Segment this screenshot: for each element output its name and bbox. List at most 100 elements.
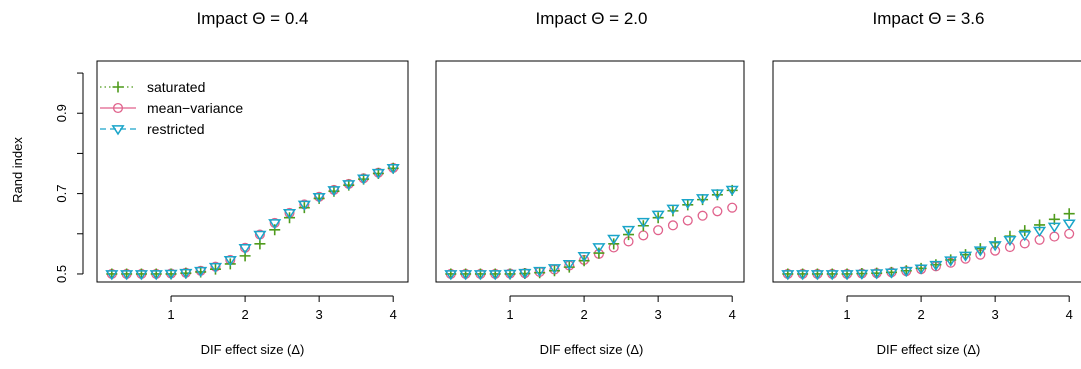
point-restricted (870, 269, 884, 280)
legend-marker (112, 102, 124, 114)
point-restricted (342, 180, 356, 191)
point-restricted (473, 270, 488, 281)
point-restricted (120, 270, 134, 281)
point-restricted (356, 174, 371, 185)
point-restricted (459, 270, 473, 281)
point-restricted (547, 264, 562, 275)
point-restricted (1047, 222, 1061, 233)
y-tick-label: 0.7 (54, 185, 69, 203)
point-restricted (533, 266, 547, 278)
x-tick-label: 4 (390, 307, 397, 322)
y-tick-label: 0.9 (54, 104, 69, 122)
point-restricted (1062, 219, 1076, 230)
point-mean-variance (667, 220, 679, 231)
y-axis-label: Rand index (10, 137, 25, 203)
x-tick-label: 3 (655, 307, 662, 322)
point-mean-variance (1004, 241, 1016, 253)
point-restricted (592, 243, 606, 254)
point-mean-variance (727, 202, 738, 213)
point-restricted (666, 204, 680, 215)
point-restricted (607, 234, 621, 245)
panel-title: Impact Θ = 0.4 (197, 9, 309, 28)
point-restricted (840, 270, 854, 281)
point-restricted (327, 186, 341, 197)
point-restricted (825, 270, 839, 281)
point-restricted (518, 268, 532, 280)
x-tick-label: 2 (917, 307, 924, 322)
point-saturated (1034, 219, 1046, 231)
point-restricted (149, 270, 163, 281)
x-tick-label: 2 (241, 307, 248, 322)
point-restricted (855, 269, 869, 280)
point-restricted (179, 268, 193, 280)
point-restricted (944, 256, 958, 267)
point-restricted (503, 269, 517, 280)
point-restricted (929, 260, 943, 272)
x-tick-label: 4 (1066, 307, 1073, 322)
point-restricted (973, 246, 987, 257)
x-tick-label: 1 (506, 307, 513, 322)
x-axis-label: DIF effect size (Δ) (877, 342, 981, 357)
point-restricted (988, 241, 1002, 252)
point-saturated (1063, 208, 1075, 220)
point-saturated (269, 224, 281, 236)
point-restricted (781, 270, 795, 281)
panel-title: Impact Θ = 2.0 (536, 9, 648, 28)
x-tick-label: 1 (843, 307, 850, 322)
point-saturated (563, 261, 575, 273)
x-tick-label: 4 (729, 307, 736, 322)
point-restricted (899, 266, 913, 278)
point-restricted (371, 168, 385, 180)
point-saturated (1019, 225, 1031, 237)
plot-frame (435, 60, 745, 283)
point-restricted (488, 270, 502, 281)
point-restricted (884, 268, 899, 279)
point-restricted (1018, 231, 1032, 242)
point-restricted (444, 270, 458, 281)
series-markers (444, 184, 739, 281)
point-restricted (562, 260, 576, 271)
plot-frame (772, 60, 1081, 283)
panel-title: Impact Θ = 3.6 (873, 9, 985, 28)
legend-marker (111, 125, 125, 136)
legend-label: restricted (147, 121, 205, 137)
point-restricted (695, 194, 710, 205)
x-tick-label: 3 (992, 307, 999, 322)
point-restricted (208, 262, 223, 274)
point-mean-variance (1049, 231, 1060, 242)
point-mean-variance (638, 230, 649, 241)
point-restricted (810, 270, 825, 281)
point-restricted (253, 230, 267, 241)
point-mean-variance (697, 210, 708, 221)
point-restricted (577, 252, 591, 263)
plot-frame (96, 60, 409, 283)
point-restricted (312, 192, 326, 204)
point-restricted (194, 266, 208, 278)
point-restricted (651, 210, 665, 221)
point-restricted (268, 219, 282, 230)
point-restricted (725, 185, 739, 196)
point-restricted (681, 198, 695, 210)
point-restricted (958, 251, 973, 262)
point-restricted (914, 264, 928, 275)
point-restricted (164, 269, 178, 280)
x-axis-label: DIF effect size (Δ) (540, 342, 644, 357)
point-restricted (1032, 226, 1047, 237)
point-mean-variance (653, 225, 664, 236)
series-markers (105, 162, 400, 281)
x-axis-label: DIF effect size (Δ) (201, 342, 305, 357)
point-restricted (282, 209, 297, 220)
point-restricted (1003, 235, 1017, 247)
point-saturated (298, 202, 310, 214)
point-mean-variance (682, 215, 693, 226)
panel-1: Impact Θ = 0.4 1 2 3 4 DIF effect size (Δ) 0.5… (54, 9, 409, 357)
legend: saturated mean−variance restricted (100, 79, 243, 137)
legend-label: saturated (147, 79, 205, 95)
point-restricted (105, 270, 119, 281)
legend-marker (112, 81, 124, 93)
panel-2: Impact Θ = 2.0 1 2 3 4 DIF effect size (Δ) (435, 9, 745, 357)
legend-label: mean−variance (147, 100, 243, 116)
point-restricted (223, 256, 237, 267)
x-tick-label: 3 (316, 307, 323, 322)
